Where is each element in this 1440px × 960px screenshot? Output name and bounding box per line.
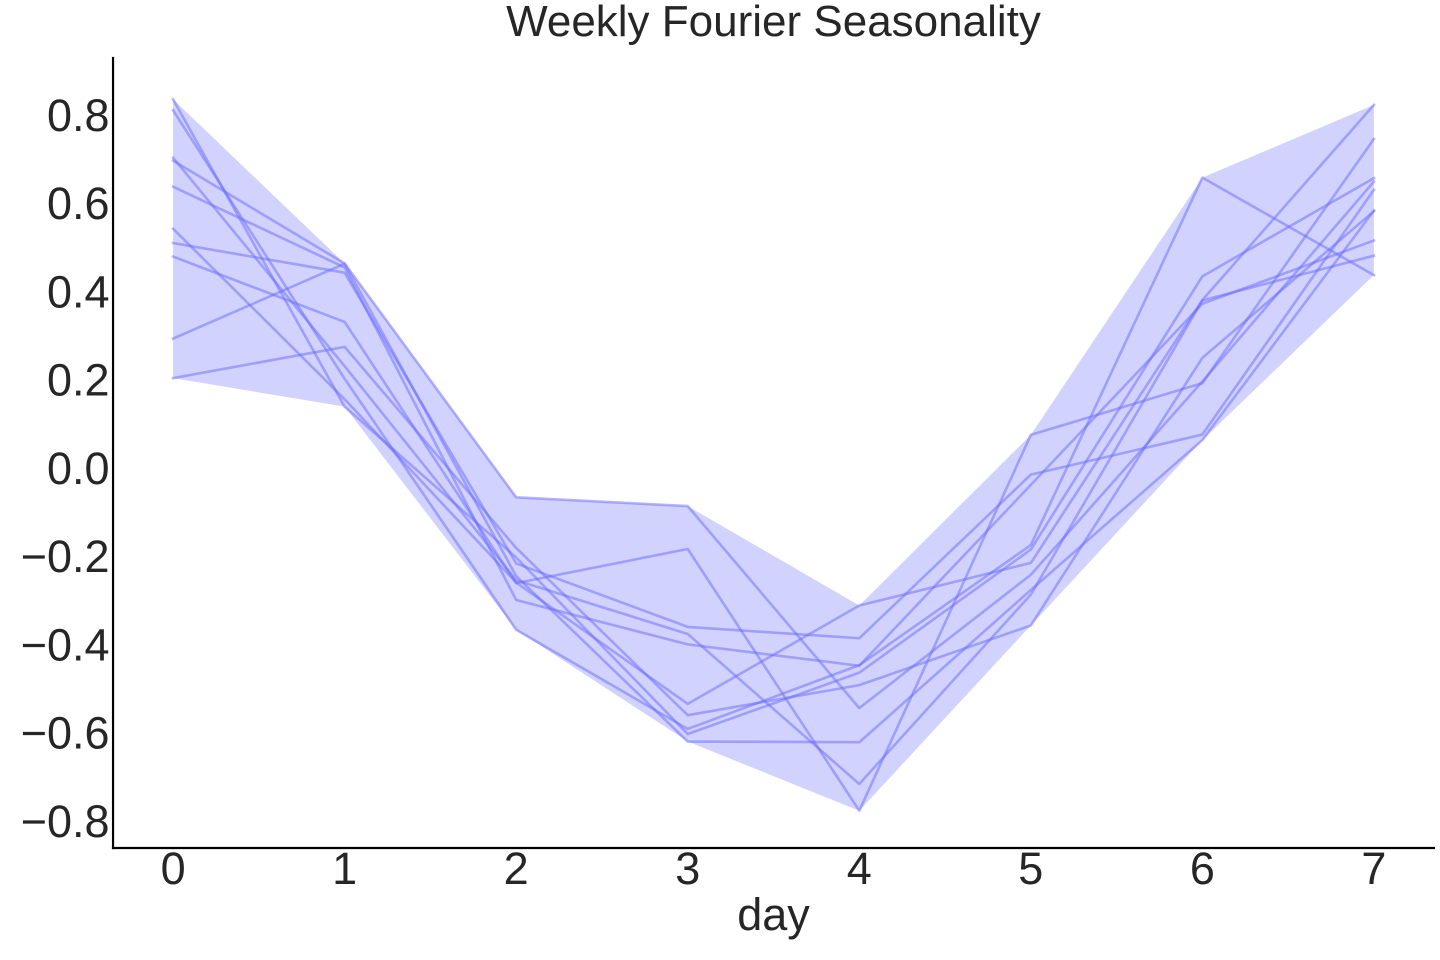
svg-text:−0.6: −0.6 (21, 708, 110, 759)
svg-text:0: 0 (161, 843, 186, 894)
svg-text:4: 4 (847, 843, 872, 894)
svg-text:7: 7 (1361, 843, 1386, 894)
svg-text:Weekly Fourier Seasonality: Weekly Fourier Seasonality (506, 0, 1041, 46)
svg-text:0.4: 0.4 (47, 266, 110, 317)
svg-text:0.0: 0.0 (47, 443, 110, 494)
svg-text:0.8: 0.8 (47, 90, 110, 141)
svg-text:1: 1 (332, 843, 357, 894)
svg-text:3: 3 (675, 843, 700, 894)
svg-text:6: 6 (1190, 843, 1215, 894)
svg-text:0.6: 0.6 (47, 178, 110, 229)
svg-text:−0.8: −0.8 (21, 796, 110, 847)
svg-text:0.2: 0.2 (47, 355, 110, 406)
svg-text:2: 2 (504, 843, 529, 894)
svg-text:day: day (737, 889, 810, 940)
svg-text:−0.2: −0.2 (21, 531, 110, 582)
svg-text:5: 5 (1018, 843, 1043, 894)
svg-text:−0.4: −0.4 (21, 619, 110, 670)
